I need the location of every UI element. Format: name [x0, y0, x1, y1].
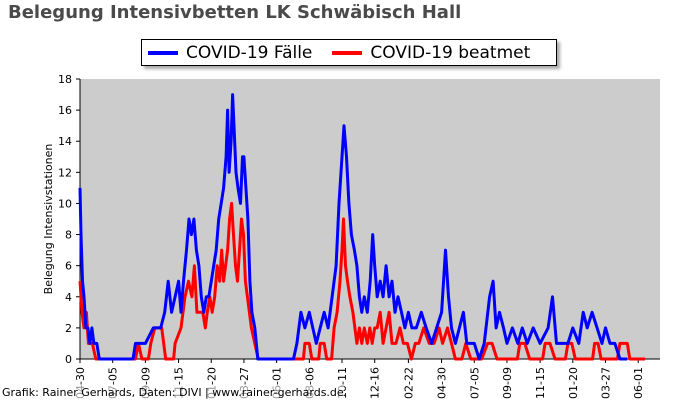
y-tick-label: 2	[65, 322, 72, 335]
y-tick-label: 6	[65, 260, 72, 273]
legend-swatch-faelle	[148, 50, 178, 55]
plot-area	[80, 79, 660, 359]
x-tick-label: 03-27	[600, 367, 613, 399]
chart-title: Belegung Intensivbetten LK Schwäbisch Ha…	[8, 2, 462, 23]
x-tick-label: 04-30	[436, 367, 449, 399]
y-tick-label: 4	[65, 291, 72, 304]
y-axis-label: Belegung Intensivstationen	[42, 144, 55, 295]
y-tick-label: 14	[58, 135, 72, 148]
y-tick-label: 0	[65, 353, 72, 366]
x-tick-label: 11-15	[534, 367, 547, 399]
legend: COVID-19 Fälle COVID-19 beatmet	[141, 39, 557, 66]
y-tick-label: 10	[58, 197, 72, 210]
y-tick-label: 8	[65, 229, 72, 242]
credit-text: Grafik: Rainer Gerhards, Daten: DIVI | w…	[2, 386, 344, 399]
legend-label-faelle: COVID-19 Fälle	[186, 42, 313, 63]
legend-item-faelle: COVID-19 Fälle	[148, 43, 312, 63]
x-tick-label: 06-01	[632, 367, 645, 399]
x-tick-label: 12-16	[369, 367, 382, 399]
legend-label-beatmet: COVID-19 beatmet	[370, 42, 531, 63]
x-tick-label: 09-09	[501, 367, 514, 399]
y-tick-label: 12	[58, 166, 72, 179]
x-tick-label: 01-20	[567, 367, 580, 399]
legend-swatch-beatmet	[332, 50, 363, 55]
legend-item-beatmet: COVID-19 beatmet	[332, 43, 530, 63]
y-tick-label: 16	[58, 104, 72, 117]
series-line-faelle	[78, 93, 628, 361]
y-tick-label: 18	[58, 73, 72, 86]
series-line-beatmet	[78, 201, 646, 361]
x-tick-label: 07-05	[468, 367, 481, 399]
x-tick-label: 02-22	[402, 367, 415, 399]
